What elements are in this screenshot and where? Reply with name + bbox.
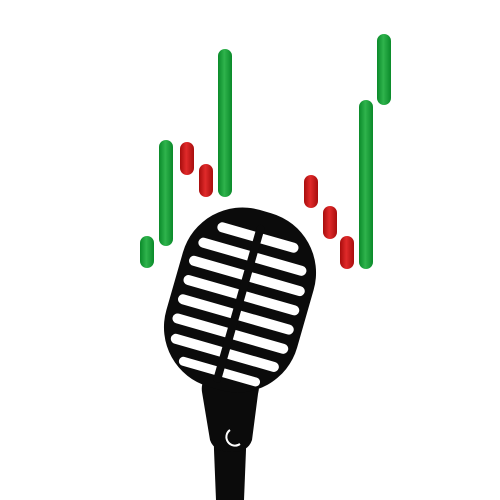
candle-bar-down	[340, 236, 354, 269]
candle-bar-up	[140, 236, 154, 268]
candle-bar-up	[218, 49, 232, 197]
microphone-collar-highlight	[225, 429, 241, 447]
microphone-icon	[163, 207, 317, 500]
candlestick-bars	[140, 34, 391, 269]
candle-bar-down	[180, 142, 194, 175]
candle-bar-up	[359, 100, 373, 269]
candle-bar-down	[323, 206, 337, 239]
candle-bar-down	[304, 175, 318, 208]
candle-bar-up	[377, 34, 391, 105]
microphone-grille-divider	[213, 224, 265, 383]
candle-bar-down	[199, 164, 213, 197]
microphone-collar	[201, 374, 259, 452]
candle-bar-up	[159, 140, 173, 246]
